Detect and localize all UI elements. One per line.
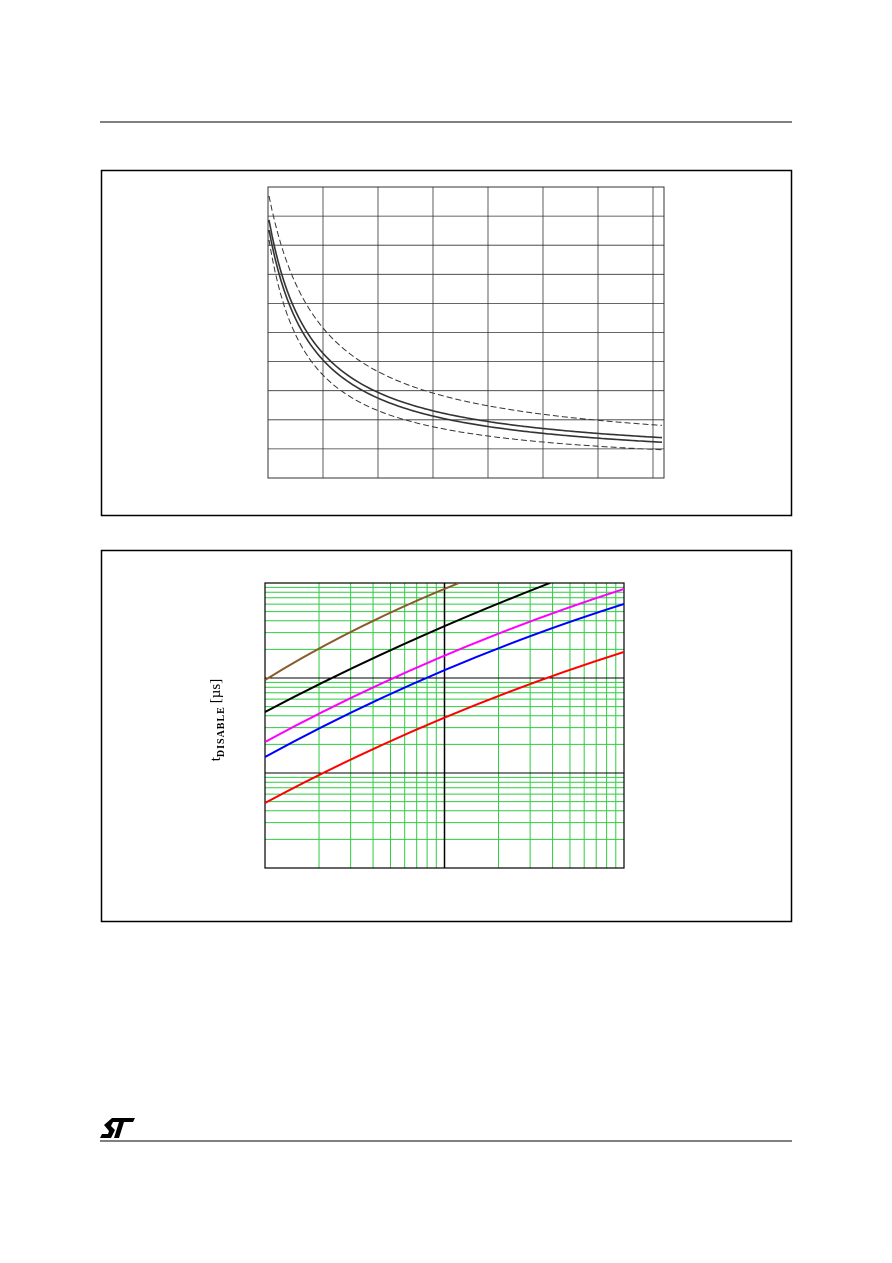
y-axis-label: tDISABLE [µs]	[208, 679, 227, 762]
y-axis-unit: [µs]	[208, 679, 224, 703]
curve	[268, 239, 663, 451]
curve	[265, 603, 624, 758]
figure-frame	[100, 169, 793, 517]
plot-frame	[264, 582, 625, 869]
figure1-plot	[267, 186, 665, 479]
figure2-plot	[264, 582, 625, 869]
curve	[265, 651, 624, 804]
plot-frame	[267, 186, 665, 479]
curve	[265, 583, 460, 681]
figure-frame	[100, 549, 793, 923]
curve	[268, 229, 663, 443]
y-axis-subscript: DISABLE	[216, 706, 227, 757]
st-logo	[100, 1118, 135, 1138]
curve	[265, 588, 624, 743]
curve	[268, 219, 663, 439]
curve	[268, 195, 663, 426]
y-axis-symbol: t	[208, 756, 224, 761]
curve	[265, 583, 551, 713]
